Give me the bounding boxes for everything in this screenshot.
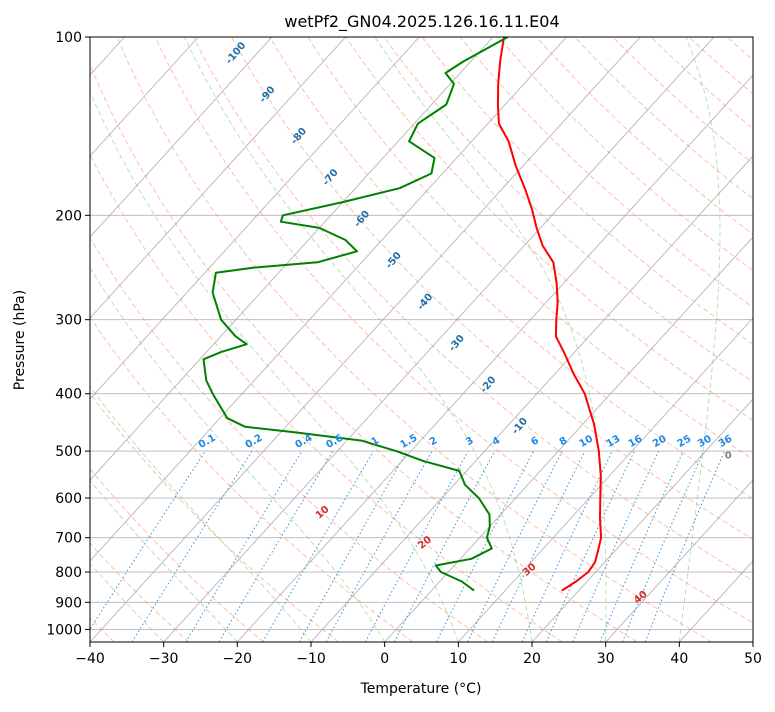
- wetbulb-label: -70: [321, 167, 341, 188]
- isotherm-line: [753, 37, 775, 642]
- dry-adiabat-line: [384, 37, 775, 642]
- wetbulb-label: -50: [384, 250, 404, 271]
- temperature-profile: [498, 37, 601, 591]
- x-tick-label: −40: [75, 651, 105, 667]
- mixing-ratio-line: [546, 451, 634, 642]
- x-tick-label: −10: [296, 651, 326, 667]
- mixing-ratio-label: 8: [558, 435, 570, 448]
- mixing-ratio-label: 0.1: [197, 433, 218, 451]
- x-tick-label: 30: [597, 651, 615, 667]
- wetbulb-label: -30: [447, 333, 467, 354]
- mixing-ratio-line: [365, 451, 468, 642]
- mixing-ratio-label: 0.2: [244, 433, 265, 451]
- dry-adiabat-line: [537, 37, 775, 642]
- mixing-ratio-line: [219, 451, 333, 642]
- mixing-ratio-label: 20: [651, 433, 669, 450]
- mixing-ratio-label: 0.6: [324, 433, 345, 451]
- isotherm-line: [532, 37, 775, 642]
- profiles: [204, 37, 602, 591]
- y-tick-label: 800: [55, 565, 82, 581]
- chart-title: wetPf2_GN04.2025.126.16.11.E04: [284, 12, 559, 32]
- y-axis-title: Pressure (hPa): [12, 290, 28, 390]
- x-axis-title: Temperature (°C): [360, 681, 482, 697]
- dry-adiabat-line: [232, 37, 775, 642]
- mixing-ratio-line: [263, 451, 374, 642]
- grid-lines: [0, 37, 775, 642]
- y-tick-label: 1000: [46, 622, 82, 638]
- moist-adiabat-line: [0, 37, 311, 642]
- isotherm-line: [679, 37, 775, 642]
- mixing-ratio-label: 3: [464, 435, 476, 448]
- y-axis: 100 200 300 400 500 600 700 800 900 1000: [46, 30, 90, 638]
- mixing-ratio-label: 25: [676, 433, 694, 450]
- y-tick-label: 400: [55, 387, 82, 403]
- mixing-ratio-line: [573, 451, 659, 642]
- y-tick-label: 600: [55, 491, 82, 507]
- y-tick-label: 900: [55, 595, 82, 611]
- mixing-ratio-label: 1.5: [399, 433, 420, 451]
- dry-adiabat-line: [575, 37, 775, 642]
- moist-adiabat-line: [0, 37, 385, 642]
- moist-adiabat-line: [375, 37, 606, 642]
- dry-adiabat-line: [79, 37, 637, 642]
- isotherm-line: [458, 37, 775, 642]
- mixing-ratio-line: [468, 451, 563, 642]
- mixing-ratio-label: 10: [577, 433, 595, 450]
- isotherm-line: [0, 37, 419, 642]
- x-axis: −40 −30 −20 −10 0 10 20 30 40 50: [75, 642, 762, 667]
- dry-adiabat-line: [613, 37, 775, 642]
- dry-adiabat-line: [460, 37, 775, 642]
- wetbulb-label: -10: [510, 416, 530, 437]
- x-tick-label: 50: [744, 651, 762, 667]
- mixing-ratio-line: [492, 451, 585, 642]
- moist-zero-label: 0: [725, 451, 732, 462]
- x-tick-label: 40: [670, 651, 688, 667]
- wetbulb-label: -20: [478, 375, 498, 396]
- mixing-ratio-label: 30: [696, 433, 714, 450]
- dry-adiabat-label: 40: [632, 589, 650, 606]
- mixing-ratio-label: 16: [627, 433, 645, 450]
- moist-adiabat-line: [679, 37, 720, 642]
- dry-adiabat-line: [689, 37, 775, 642]
- x-tick-label: 10: [449, 651, 467, 667]
- isotherm-line: [237, 37, 775, 642]
- mixing-ratio-line: [132, 451, 252, 642]
- wetbulb-label: -40: [415, 292, 435, 313]
- isotherm-line: [385, 37, 775, 642]
- dry-adiabat-line: [651, 37, 775, 642]
- mixing-ratio-label: 6: [529, 435, 541, 448]
- mixing-ratio-label: 13: [605, 433, 623, 450]
- x-tick-label: −20: [223, 651, 253, 667]
- mixing-ratio-line: [394, 451, 495, 642]
- mixing-ratio-line: [600, 451, 683, 642]
- wetbulb-label: -100: [224, 40, 249, 66]
- mixing-ratio-line: [645, 451, 724, 642]
- x-tick-label: 0: [380, 651, 389, 667]
- y-tick-label: 300: [55, 313, 82, 329]
- dry-adiabat-line: [727, 37, 775, 642]
- dry-adiabat-line: [270, 37, 775, 642]
- dry-adiabat-line: [0, 37, 189, 642]
- y-tick-label: 500: [55, 444, 82, 460]
- y-tick-label: 100: [55, 30, 82, 46]
- y-tick-label: 700: [55, 531, 82, 547]
- wetbulb-label: -80: [289, 126, 309, 147]
- isotherm-line: [164, 37, 714, 642]
- wetbulb-label: -60: [352, 209, 372, 230]
- x-tick-label: −30: [149, 651, 179, 667]
- mixing-ratio-line: [82, 451, 205, 642]
- isotherm-line: [16, 37, 566, 642]
- x-tick-label: 20: [523, 651, 541, 667]
- mixing-ratio-label: 2: [428, 435, 440, 448]
- mixing-ratio-line: [186, 451, 302, 642]
- moist-adiabat-line: [69, 37, 458, 642]
- dry-adiabat-line: [0, 37, 264, 642]
- dry-adiabat-line: [0, 37, 413, 642]
- y-tick-label: 200: [55, 208, 82, 224]
